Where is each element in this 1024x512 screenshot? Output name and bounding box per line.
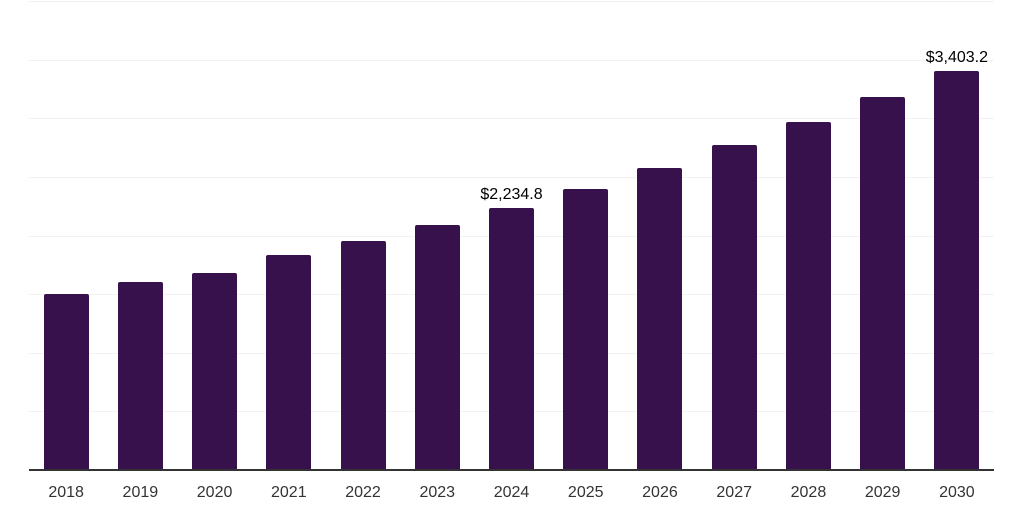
bar-2019 — [117, 282, 163, 469]
x-axis-label-2024: 2024 — [493, 484, 530, 501]
x-axis-label-2019: 2019 — [122, 484, 159, 501]
x-axis-label-2027: 2027 — [716, 484, 752, 501]
gridline-y-3000 — [29, 118, 994, 120]
bar-2020 — [192, 273, 238, 469]
bar-2021 — [266, 255, 312, 469]
gridline-y-4000 — [29, 1, 994, 2]
bar-2025 — [563, 189, 609, 469]
x-axis-label-2026: 2026 — [642, 484, 678, 501]
x-axis-label-2023: 2023 — [419, 484, 456, 501]
bar-2027 — [711, 144, 757, 469]
x-axis-label-2020: 2020 — [196, 484, 233, 501]
x-axis-label-2021: 2021 — [271, 484, 307, 501]
x-axis-label-2025: 2025 — [567, 484, 604, 501]
data-label-2030: $3,403.2 — [925, 48, 989, 66]
x-axis-line — [29, 469, 994, 471]
bar-2028 — [785, 122, 831, 469]
bar-2026 — [637, 168, 683, 469]
x-axis-label-2029: 2029 — [864, 484, 901, 501]
bar-2022 — [340, 240, 386, 469]
bar-2018 — [43, 293, 89, 469]
bar-2029 — [860, 96, 906, 469]
bar-2030 — [934, 70, 980, 469]
gridline-y-2500 — [29, 176, 994, 178]
gridline-y-3500 — [29, 59, 994, 61]
x-axis-label-2018: 2018 — [48, 484, 84, 501]
data-label-2024: $2,234.8 — [480, 185, 543, 203]
x-axis-label-2030: 2030 — [939, 484, 975, 501]
x-axis-label-2028: 2028 — [790, 484, 827, 501]
x-axis-label-2022: 2022 — [345, 484, 381, 501]
bar-2023 — [414, 224, 460, 469]
bar-2024 — [489, 207, 534, 469]
